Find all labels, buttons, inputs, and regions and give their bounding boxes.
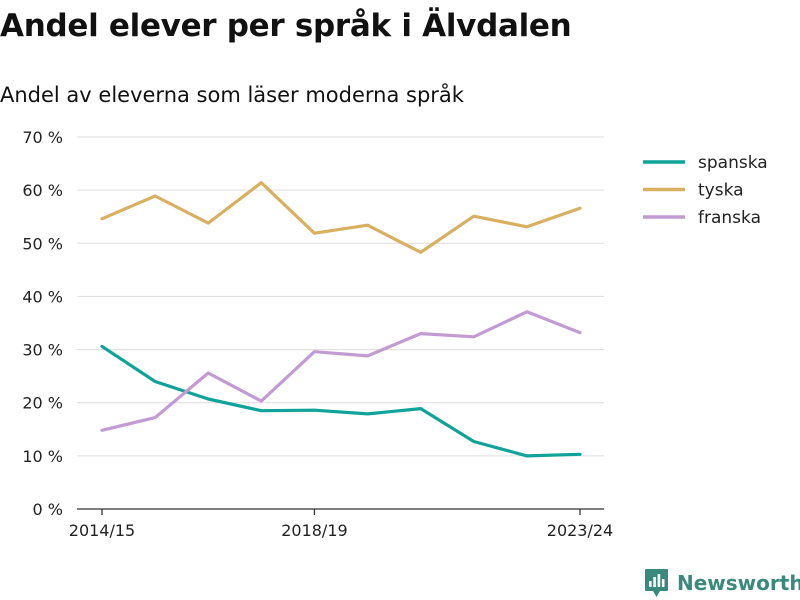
series-line-franska [100, 310, 582, 432]
y-tick-label: 60 % [22, 181, 63, 200]
y-tick-label: 50 % [22, 234, 63, 253]
x-tick-label: 2014/15 [69, 521, 135, 540]
newsworthy-logo-text: Newsworthy [677, 571, 800, 595]
x-tick-label: 2018/19 [281, 521, 347, 540]
legend-label-franska: franska [698, 208, 761, 228]
y-tick-label: 30 % [22, 341, 63, 360]
chart-title: Andel elever per språk i Älvdalen [0, 8, 572, 44]
y-tick-label: 20 % [22, 394, 63, 413]
series-lines [100, 181, 582, 458]
series-line-spanska [100, 344, 582, 458]
legend-label-tyska: tyska [698, 181, 744, 201]
x-tick-label: 2023/24 [547, 521, 613, 540]
y-axis-tick-labels: 0 % 10 % 20 % 30 % 40 % 50 % 60 % 70 % [22, 128, 63, 519]
newsworthy-logo: Newsworthy [644, 568, 800, 598]
gridlines [77, 136, 604, 457]
x-axis: 2014/15 2018/19 2023/24 [69, 508, 613, 540]
series-line-tyska [100, 181, 582, 254]
legend-label-spanska: spanska [698, 153, 768, 173]
y-tick-label: 10 % [22, 447, 63, 466]
legend: spanska tyska franska [643, 153, 768, 228]
newsworthy-logo-icon [645, 569, 668, 597]
chart-subtitle: Andel av eleverna som läser moderna språ… [0, 83, 464, 107]
y-tick-label: 0 % [33, 500, 63, 519]
y-tick-label: 40 % [22, 287, 63, 306]
y-tick-label: 70 % [22, 128, 63, 147]
